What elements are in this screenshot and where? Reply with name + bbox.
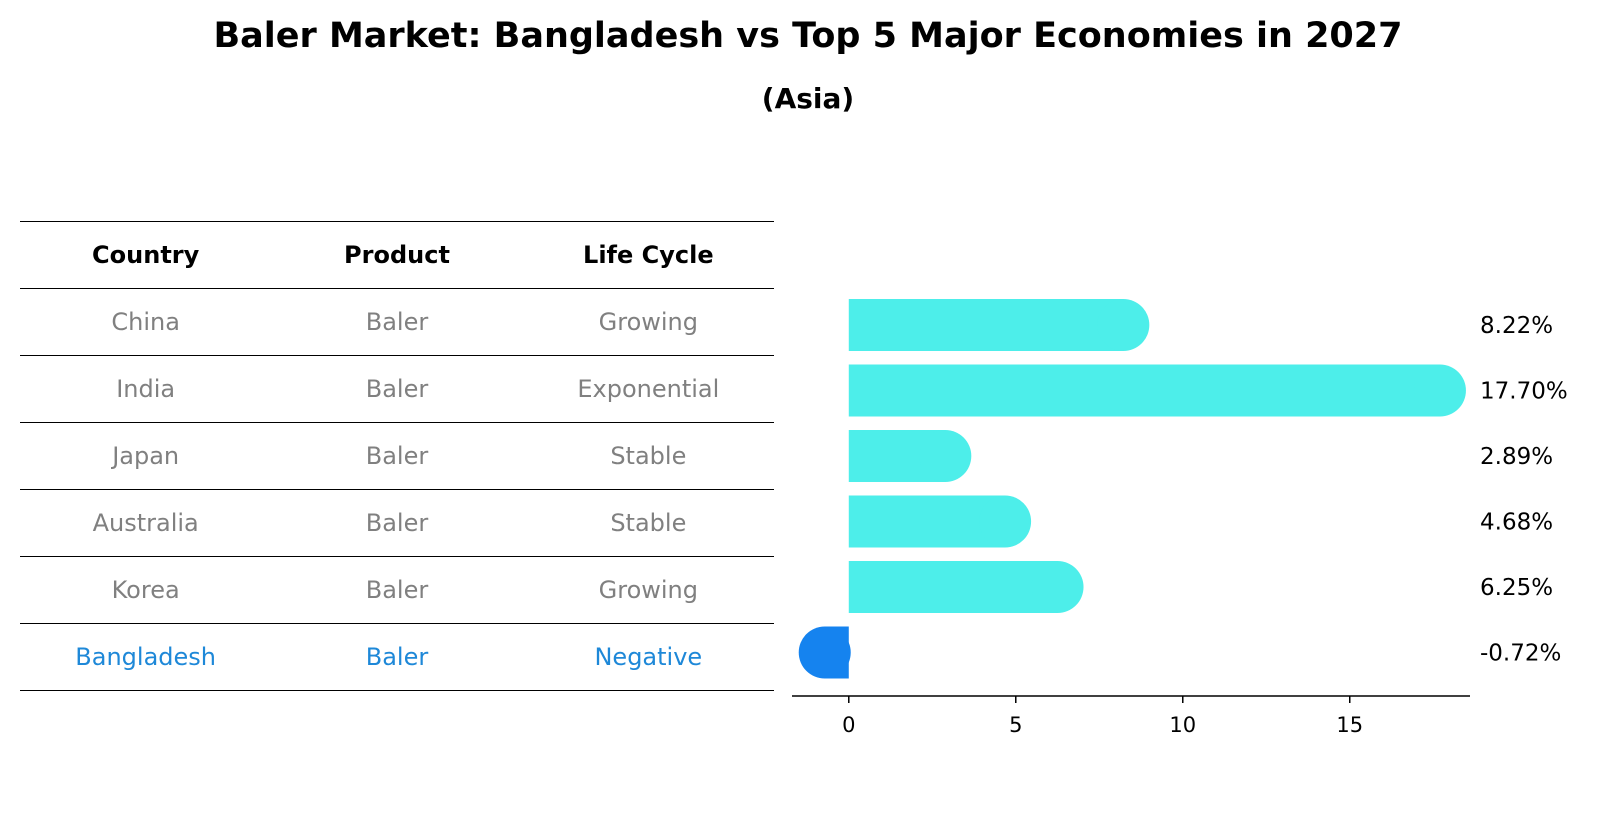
cell-product: Baler xyxy=(271,422,523,490)
chart-title: Baler Market: Bangladesh vs Top 5 Major … xyxy=(213,16,1403,56)
cell-life-cycle: Exponential xyxy=(522,355,774,423)
cell-product: Baler xyxy=(271,355,523,423)
value-label-bangladesh: -0.72% xyxy=(1480,641,1561,667)
table-row: India Baler Exponential xyxy=(20,355,774,423)
header-life-cycle: Life Cycle xyxy=(522,221,774,289)
chart-subtitle: (Asia) xyxy=(761,82,855,115)
cell-life-cycle: Growing xyxy=(522,288,774,356)
cell-product: Baler xyxy=(271,556,523,624)
bar-china xyxy=(848,299,1150,351)
value-label-india: 17.70% xyxy=(1480,379,1568,405)
header-country: Country xyxy=(20,221,272,289)
cell-country: China xyxy=(20,288,272,356)
value-label-china: 8.22% xyxy=(1480,313,1553,339)
cell-life-cycle: Negative xyxy=(522,623,774,691)
cell-country: Bangladesh xyxy=(20,623,272,691)
value-label-japan: 2.89% xyxy=(1480,444,1553,470)
bar-japan xyxy=(848,430,972,482)
bar-australia xyxy=(848,495,1032,548)
x-tick-label: 0 xyxy=(842,713,855,737)
cell-country: India xyxy=(20,355,272,423)
cell-product: Baler xyxy=(271,489,523,557)
lifecycle-table: Country Product Life Cycle China Baler G… xyxy=(20,221,774,691)
cell-country: Korea xyxy=(20,556,272,624)
table-row: Korea Baler Growing xyxy=(20,556,774,624)
cell-country: Japan xyxy=(20,422,272,490)
table-row: Australia Baler Stable xyxy=(20,489,774,557)
value-label-korea: 6.25% xyxy=(1480,575,1553,601)
bar-korea xyxy=(848,561,1084,613)
x-tick-label: 15 xyxy=(1336,713,1363,737)
table-row: Japan Baler Stable xyxy=(20,422,774,490)
cell-product: Baler xyxy=(271,623,523,691)
bar-bangladesh xyxy=(798,626,851,679)
cell-life-cycle: Growing xyxy=(522,556,774,624)
value-label-australia: 4.68% xyxy=(1480,510,1553,536)
cell-life-cycle: Stable xyxy=(522,489,774,557)
table-row: China Baler Growing xyxy=(20,288,774,356)
x-tick-label: 5 xyxy=(1009,713,1022,737)
cell-country: Australia xyxy=(20,489,272,557)
header-product: Product xyxy=(271,221,523,289)
cell-life-cycle: Stable xyxy=(522,422,774,490)
cell-product: Baler xyxy=(271,288,523,356)
bar-india xyxy=(848,364,1466,417)
x-tick-label: 10 xyxy=(1169,713,1196,737)
table-header-row: Country Product Life Cycle xyxy=(20,221,774,289)
table-row-highlight: Bangladesh Baler Negative xyxy=(20,623,774,691)
